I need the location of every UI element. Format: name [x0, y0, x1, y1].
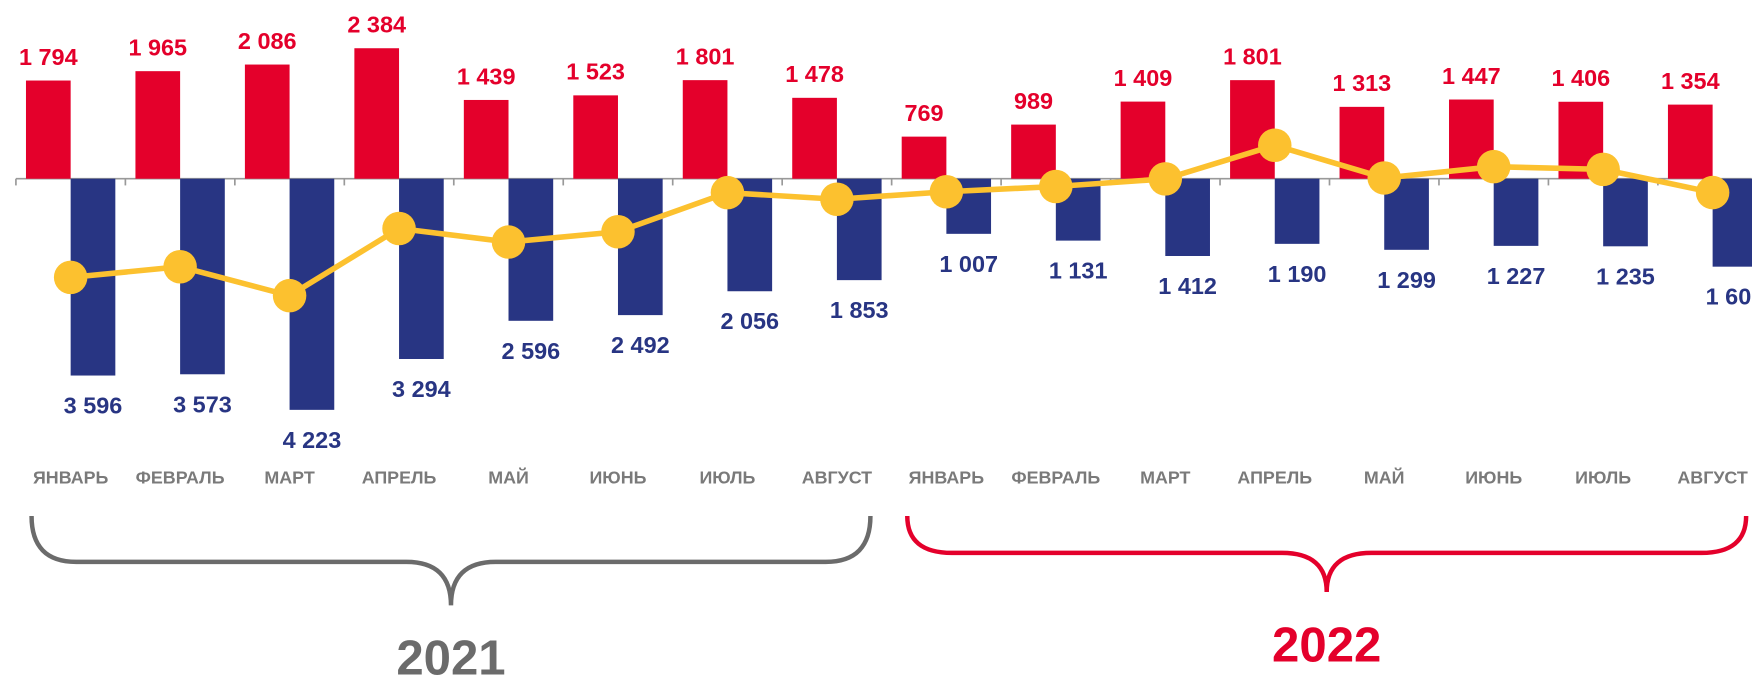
group-bracket: [29, 516, 873, 606]
data-label: 769: [904, 100, 943, 126]
data-label: 1 853: [830, 297, 889, 323]
x-tick-label: МАЙ: [488, 467, 529, 488]
data-label: 989: [1014, 88, 1053, 114]
data-label: 1 439: [457, 63, 516, 89]
data-label: 1 478: [785, 61, 844, 87]
data-label: 1 409: [1114, 65, 1173, 91]
x-tick-label: ФЕВРАЛЬ: [136, 468, 225, 488]
group-label: 2021: [396, 632, 505, 686]
bar: [617, 178, 663, 316]
line-marker: [710, 175, 745, 210]
line-marker: [163, 249, 197, 284]
x-tick-label: АВГУСТ: [1677, 468, 1747, 488]
x-tick-label: ИЮНЬ: [589, 468, 646, 488]
bar: [1230, 80, 1275, 179]
group-label: 2022: [1272, 618, 1381, 672]
line-marker: [1258, 128, 1292, 163]
line-marker: [1476, 149, 1511, 184]
data-label: 3 596: [64, 393, 123, 419]
data-label: 1 794: [19, 44, 78, 70]
data-label: 4 223: [283, 427, 342, 453]
bar: [1667, 104, 1713, 179]
data-label: 2 492: [611, 332, 670, 358]
bar: [25, 80, 71, 179]
x-tick-label: АВГУСТ: [802, 468, 872, 488]
data-label: 1 007: [939, 251, 998, 277]
line-marker: [1148, 162, 1183, 196]
data-label: 1 412: [1158, 273, 1217, 299]
bar: [1603, 178, 1648, 247]
x-tick-label: ИЮНЬ: [1465, 468, 1522, 488]
bar: [1274, 178, 1320, 244]
data-label: 1 235: [1596, 263, 1655, 289]
data-label: 1 354: [1661, 68, 1720, 94]
data-label: 3 573: [173, 391, 232, 417]
line-marker: [1367, 161, 1401, 195]
x-tick-label: АПРЕЛЬ: [362, 468, 437, 488]
line: [70, 142, 1714, 299]
data-label: 2 086: [238, 28, 297, 54]
data-label: 2 056: [720, 308, 779, 334]
x-tick-label: ФЕВРАЛЬ: [1011, 468, 1100, 488]
bar: [1493, 178, 1539, 246]
data-label: 1 299: [1377, 267, 1436, 293]
bar: [792, 97, 837, 179]
line-marker: [820, 182, 854, 216]
bar: [399, 178, 444, 360]
line-marker: [601, 214, 635, 249]
bar: [244, 64, 290, 179]
x-tick-label: МАЙ: [1364, 467, 1405, 488]
data-label: 1 801: [1223, 44, 1282, 70]
data-label: 1 523: [566, 59, 625, 85]
bar: [135, 71, 181, 179]
bar: [463, 99, 509, 179]
group-bracket: [905, 515, 1749, 593]
line-marker: [1695, 175, 1730, 210]
x-tick-label: ЯНВАРЬ: [909, 468, 985, 488]
line-marker: [272, 278, 307, 313]
line-marker: [53, 260, 88, 295]
data-label: 3 294: [392, 376, 451, 402]
bar: [354, 48, 400, 179]
line-marker: [382, 211, 416, 246]
data-label: 1 406: [1551, 65, 1610, 91]
data-label: 2 596: [502, 338, 561, 364]
bar: [901, 136, 947, 179]
data-label: 1 131: [1049, 258, 1108, 284]
line-marker: [1586, 152, 1620, 187]
line-marker: [929, 174, 964, 209]
bar: [573, 95, 618, 179]
data-label: 1 607: [1706, 284, 1752, 310]
data-label: 1 227: [1487, 263, 1546, 289]
data-label: 1 801: [676, 44, 735, 70]
line-marker: [1039, 169, 1073, 204]
line-marker: [491, 225, 526, 259]
x-tick-label: МАРТ: [264, 468, 314, 488]
data-label: 1 447: [1442, 63, 1501, 89]
bar: [682, 80, 728, 179]
data-label: 1 190: [1268, 261, 1327, 287]
x-tick-label: ЯНВАРЬ: [33, 468, 109, 488]
data-label: 2 384: [347, 12, 406, 38]
data-label: 1 313: [1333, 70, 1392, 96]
data-label: 1 965: [128, 35, 187, 61]
bar: [1011, 124, 1056, 179]
x-tick-label: ИЮЛЬ: [1575, 468, 1631, 488]
x-tick-label: ИЮЛЬ: [699, 468, 755, 488]
x-tick-label: МАРТ: [1140, 468, 1190, 488]
x-tick-label: АПРЕЛЬ: [1237, 468, 1312, 488]
